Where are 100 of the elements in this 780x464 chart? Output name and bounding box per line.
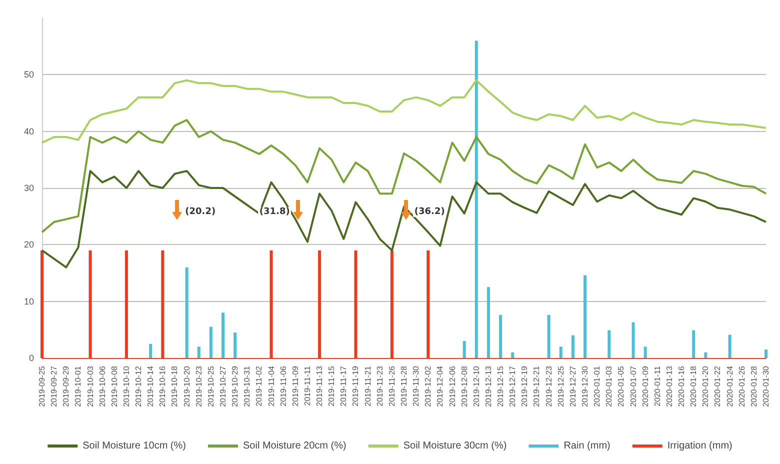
x-tick-label: 2019-09-29 [62,365,71,407]
line-series [41,79,767,144]
legend-label: Soil Moisture 10cm (%) [82,440,186,452]
x-tick-label: 2019-11-06 [278,365,288,406]
x-tick-label: 2019-10-10 [122,365,131,407]
x-tick-label: 2020-01-13 [664,365,674,407]
bar [185,267,188,358]
x-tick-label: 2019-12-10 [472,365,481,407]
x-tick-label: 2019-10-12 [134,365,144,407]
bar [704,352,708,358]
x-tick-label: 2019-11-19 [351,365,360,406]
bar [149,344,152,358]
bar [559,346,562,358]
x-tick-label: 2020-01-01 [592,365,602,407]
y-tick-label: 20 [24,240,34,250]
x-tick-label: 2019-12-27 [568,365,578,407]
bar [462,341,466,358]
x-tick-label: 2020-01-11 [652,365,662,406]
bar [222,312,224,358]
y-tick-label: 10 [24,296,34,306]
x-tick-label: 2019-12-04 [436,365,445,407]
x-tick-label: 2019-10-14 [146,365,156,407]
x-tick-label: 2020-01-03 [604,365,614,407]
x-tick-label: 2020-01-26 [737,365,746,407]
y-tick-label: 40 [24,126,34,136]
x-tick-label: 2019-09-27 [50,365,59,407]
x-tick-label: 2019-11-17 [339,365,348,406]
bar [511,352,514,358]
y-tick-label: 0 [28,353,34,363]
x-tick-label: 2019-10-31 [242,365,252,407]
bar [474,40,478,358]
bar [486,287,490,358]
bar [571,335,574,358]
x-tick-label: 2020-01-09 [640,365,650,407]
x-tick-label: 2020-01-05 [616,365,626,407]
x-tick-label: 2019-12-21 [532,365,542,407]
line-series [41,170,767,268]
x-tick-label: 2019-12-25 [556,365,566,407]
legend-label: Soil Moisture 30cm (%) [403,440,507,452]
x-tick-label: 2019-12-13 [484,365,493,407]
x-tick-label: 2019-12-15 [496,365,506,407]
bar [644,346,647,358]
x-tick-label: 2019-10-03 [86,365,95,407]
x-tick-label: 2019-11-11 [302,365,312,406]
x-tick-label: 2019-12-23 [544,365,554,407]
x-tick-label: 2019-11-09 [290,365,300,406]
annotation: (36.2) [413,207,446,217]
legend-label: Irrigation (mm) [667,440,732,452]
bar [197,346,200,358]
x-tick-label: 2019-12-08 [460,365,469,407]
x-tick-label: 2019-12-30 [580,365,590,407]
bar [632,322,635,358]
x-tick-label: 2020-01-20 [701,365,710,407]
x-tick-label: 2019-12-19 [520,365,530,407]
x-tick-label: 2019-10-25 [206,365,216,407]
x-tick-label: 2019-10-29 [230,365,240,407]
legend-label: Soil Moisture 20cm (%) [242,440,346,452]
x-tick-label: 2019-10-18 [170,365,180,407]
bar [209,326,212,358]
x-tick-label: 2019-10-16 [158,365,168,407]
x-tick-label: 2020-01-18 [689,365,698,407]
annotation: (31.8) [258,207,291,217]
x-tick-label: 2019-12-02 [424,365,433,407]
x-tick-label: 2020-01-24 [725,365,734,407]
x-tick-label: 2019-11-23 [375,365,384,406]
x-tick-label: 2019-11-28 [400,365,408,406]
bar [234,332,237,358]
x-tick-label: 2019-09-25 [38,365,46,407]
x-tick-label: 2020-01-30 [762,365,770,407]
bar [728,334,732,358]
x-tick-label: 2019-10-08 [110,365,119,407]
x-tick-label: 2020-01-16 [677,365,686,407]
x-tick-label: 2020-01-22 [713,365,722,407]
bar [499,314,502,358]
line-series [41,119,767,234]
y-tick-label: 30 [24,183,34,193]
bar [584,275,586,358]
x-tick-label: 2019-10-06 [98,365,107,407]
x-tick-label: 2019-10-20 [182,365,192,407]
x-tick-label: 2019-12-06 [448,365,457,407]
x-tick-label: 2020-01-28 [749,365,758,407]
x-tick-label: 2020-01-07 [628,365,638,407]
x-tick-label: 2019-11-04 [266,365,276,406]
x-tick-label: 2019-10-27 [218,365,228,407]
x-tick-label: 2019-11-13 [315,365,324,406]
bar [692,330,696,358]
x-tick-label: 2019-11-15 [327,365,336,406]
legend-label: Rain (mm) [564,440,610,452]
x-tick-label: 2019-12-17 [508,365,518,407]
x-tick-label: 2019-11-26 [387,365,396,406]
x-tick-label: 2019-11-30 [412,365,421,406]
bar [547,314,550,358]
y-tick-label: 50 [24,70,34,80]
bar [608,330,611,358]
x-tick-label: 2019-11-02 [254,365,264,406]
annotation: (20.2) [184,207,217,217]
bar [764,350,768,358]
x-tick-label: 2019-10-23 [194,365,204,407]
x-tick-label: 2019-10-01 [74,365,83,407]
x-tick-label: 2019-11-21 [363,365,372,406]
